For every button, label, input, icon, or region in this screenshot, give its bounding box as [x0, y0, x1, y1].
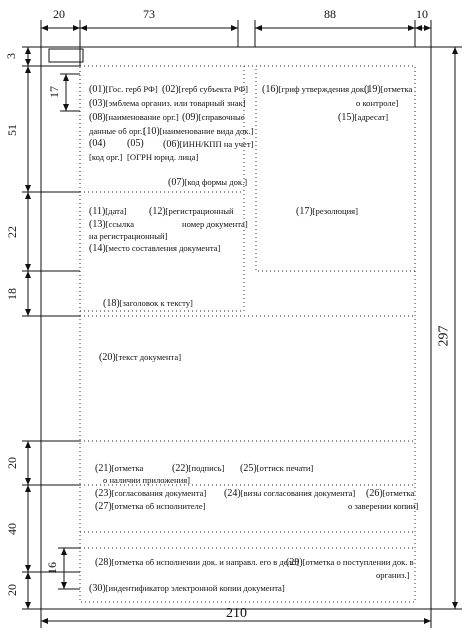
field-05-num: (05) — [127, 138, 144, 149]
field-07: (07)[код формы док.] — [168, 177, 248, 188]
field-28: (28)[отметка об исполнении док. и направ… — [95, 557, 299, 568]
field-21-cont: о наличии приложения] — [103, 475, 191, 485]
field-13-cont: на регистрационный] — [89, 231, 168, 241]
field-10: (10)[наименование вида док.] — [143, 126, 254, 137]
field-24: (24)[визы согласования документа] — [224, 488, 356, 499]
dim-top-10: 10 — [416, 7, 428, 21]
field-09-cont: данные об орг.] — [89, 126, 146, 136]
field-30: (30)[индентификатор электронной копии до… — [89, 583, 285, 594]
field-12: (12)[регистрационный — [149, 206, 234, 217]
dim-top-20: 20 — [53, 7, 65, 21]
field-04-text: [код орг.] — [89, 152, 123, 162]
field-29: (29)[отметка о поступлении док. в — [286, 557, 414, 568]
field-19: (19)[отметка — [364, 84, 413, 95]
dim-top-73: 73 — [143, 7, 155, 21]
field-25: (25)[оттиск печати] — [240, 463, 314, 474]
field-22: (22)[подпись] — [172, 463, 225, 474]
field-01: (01)[Гос. герб РФ] — [89, 84, 158, 95]
field-23: (23)[согласования документа] — [95, 488, 207, 499]
dim-right-297: 297 — [436, 325, 452, 347]
field-03: (03)[эмблема организ. или товарный знак] — [89, 98, 246, 109]
dim-left-17: 17 — [47, 86, 61, 98]
dim-left-20a: 20 — [5, 457, 19, 469]
field-21: (21)[отметка — [95, 463, 144, 474]
dim-left-20b: 20 — [5, 584, 19, 596]
dim-left-40: 40 — [5, 523, 19, 535]
dim-bottom-210: 210 — [226, 606, 247, 621]
field-20: (20)[текст документа] — [99, 352, 182, 363]
field-14: (14)[место составления документа] — [89, 243, 221, 254]
field-26: (26)[отметка — [366, 488, 415, 499]
dim-left-18: 18 — [5, 288, 19, 300]
dim-left-16: 16 — [45, 562, 59, 574]
corner-box — [48, 48, 84, 63]
field-16: (16)[гриф утверждения док.] — [262, 84, 370, 95]
field-18: (18)[заголовок к тексту] — [103, 298, 193, 309]
field-27: (27)[отметка об исполнителе] — [95, 501, 206, 512]
dim-top-88: 88 — [324, 7, 336, 21]
field-09: (09)[справочные — [182, 112, 245, 123]
field-12-cont: номер документа] — [182, 219, 248, 229]
field-06: (06)[ИНН/КПП на учет] — [163, 139, 254, 150]
field-19-cont: о контроле] — [356, 98, 399, 108]
field-17: (17)[резолюция] — [296, 206, 358, 217]
field-11: (11)[дата] — [89, 206, 127, 217]
dim-left-22: 22 — [5, 226, 19, 238]
field-13: (13)[ссылка — [89, 219, 135, 230]
header-right-zone — [255, 65, 416, 272]
field-26-cont: о заверении копии] — [348, 501, 419, 511]
field-08: (08)[наименование орг.] — [89, 112, 179, 123]
field-02: (02)[герб субъекта РФ] — [162, 84, 249, 95]
field-15: (15)[адресат] — [338, 112, 389, 123]
field-29-cont: организ.] — [376, 570, 410, 580]
field-05-text: [ОГРН юрид. лица] — [127, 152, 199, 162]
page-frame — [40, 46, 432, 610]
field-04-num: (04) — [89, 138, 106, 149]
dim-left-3: 3 — [4, 53, 18, 59]
dim-left-51: 51 — [5, 124, 19, 136]
